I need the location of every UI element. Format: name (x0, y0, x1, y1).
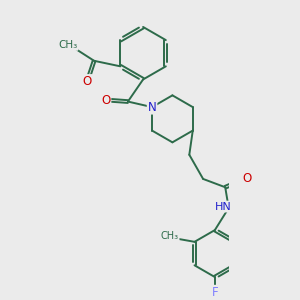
Text: CH₃: CH₃ (58, 40, 77, 50)
Text: O: O (243, 172, 252, 185)
Text: O: O (82, 75, 92, 88)
Text: O: O (101, 94, 110, 107)
Text: HN: HN (215, 202, 232, 212)
Text: F: F (212, 286, 218, 299)
Text: CH₃: CH₃ (160, 231, 179, 241)
Text: N: N (148, 100, 156, 114)
